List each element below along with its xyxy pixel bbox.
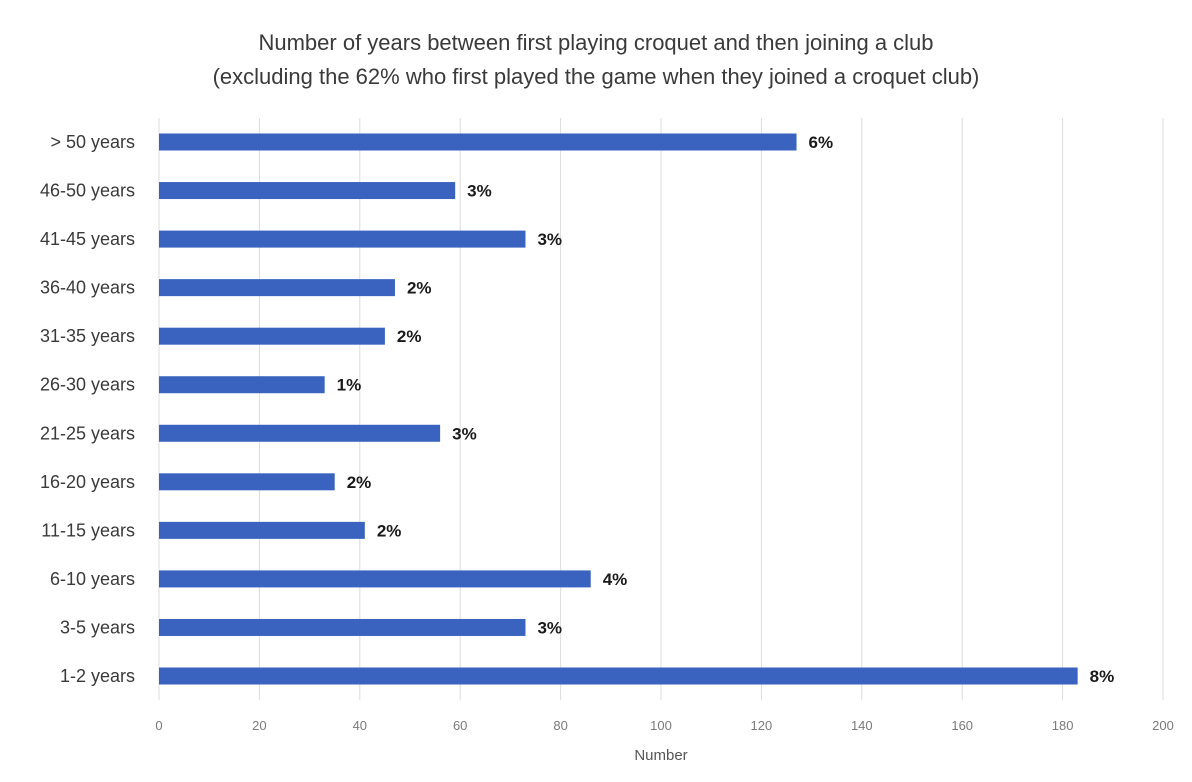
y-category-label: 21-25 years (40, 423, 135, 443)
data-label: 8% (1090, 667, 1115, 686)
bar (159, 521, 365, 539)
data-label: 2% (397, 327, 422, 346)
bar (159, 570, 591, 588)
data-label: 6% (809, 133, 834, 152)
chart-subtitle: (excluding the 62% who first played the … (212, 64, 980, 89)
y-category-label: 6-10 years (50, 569, 135, 589)
data-label: 3% (467, 182, 492, 201)
x-tick-label: 120 (751, 718, 773, 733)
bar (159, 376, 325, 394)
y-category-label: 16-20 years (40, 472, 135, 492)
x-tick-label: 40 (353, 718, 367, 733)
y-category-label: 11-15 years (41, 520, 135, 540)
data-label: 3% (452, 424, 477, 443)
bar (159, 279, 395, 297)
y-category-label: > 50 years (50, 132, 135, 152)
data-label: 3% (537, 618, 562, 637)
y-category-label: 41-45 years (40, 229, 135, 249)
data-label: 4% (603, 570, 628, 589)
bar (159, 473, 335, 491)
bar (159, 618, 526, 636)
x-tick-label: 160 (951, 718, 973, 733)
data-label: 2% (347, 473, 372, 492)
data-label: 1% (337, 376, 362, 395)
bar (159, 424, 441, 442)
bar (159, 182, 456, 200)
x-tick-label: 0 (155, 718, 162, 733)
x-tick-label: 100 (650, 718, 672, 733)
y-category-label: 36-40 years (40, 278, 135, 298)
x-tick-label: 60 (453, 718, 467, 733)
bar (159, 327, 385, 345)
y-category-label: 31-35 years (40, 326, 135, 346)
y-category-label: 1-2 years (60, 666, 135, 686)
bar (159, 230, 526, 248)
y-category-label: 3-5 years (60, 617, 135, 637)
x-tick-label: 200 (1152, 718, 1174, 733)
bar (159, 667, 1078, 685)
x-tick-label: 140 (851, 718, 873, 733)
data-label: 3% (537, 230, 562, 249)
x-axis-title: Number (634, 747, 687, 764)
x-tick-label: 180 (1052, 718, 1074, 733)
bar (159, 133, 797, 151)
data-label: 2% (407, 279, 432, 298)
y-category-label: 26-30 years (40, 375, 135, 395)
data-label: 2% (377, 521, 402, 540)
y-category-label: 46-50 years (40, 181, 135, 201)
chart-title: Number of years between first playing cr… (258, 30, 934, 55)
x-tick-label: 20 (252, 718, 266, 733)
x-tick-label: 80 (553, 718, 567, 733)
